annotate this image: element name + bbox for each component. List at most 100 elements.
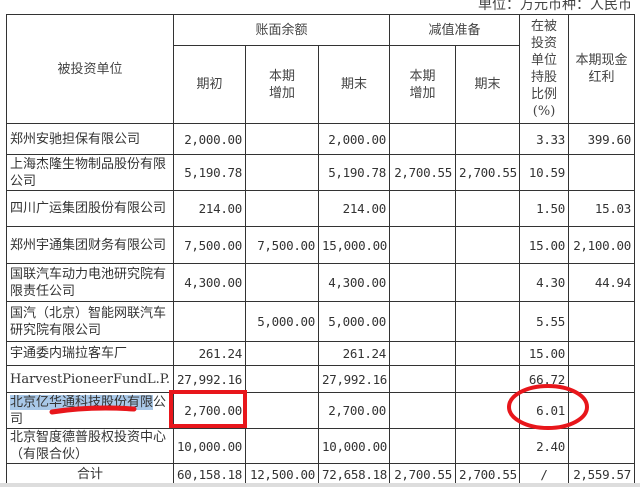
cell-increase: 5,000.00 (245, 301, 319, 342)
total-imp-closing: 2,700.55 (454, 463, 521, 486)
cell-opening: 7,500.00 (173, 226, 246, 264)
cell-closing: 10,000.00 (318, 428, 390, 464)
cell-imp-increase (389, 226, 456, 264)
cell-ratio: 3.33 (519, 123, 570, 155)
investee-name: 国汽（北京）智能网联汽车研究院有限公司 (6, 301, 174, 342)
cell-ratio: 2.40 (519, 428, 570, 464)
cell-ratio: 4.30 (519, 263, 570, 302)
cell-closing: 5,000.00 (318, 301, 390, 342)
cell-imp-increase (389, 392, 456, 429)
table-row: 四川广运集团股份有限公司 214.00 214.00 1.50 15.03 (6, 190, 636, 227)
investee-name: 四川广运集团股份有限公司 (6, 190, 174, 227)
cell-dividend (568, 392, 636, 429)
table-row: 北京智度德普股权投资中心（有限合伙） 10,000.00 10,000.00 2.40 (6, 428, 636, 464)
table-row: 国联汽车动力电池研究院有限责任公司 4,300.00 4,300.00 4.30 44.… (6, 263, 636, 302)
cell-opening: 5,190.78 (173, 154, 246, 191)
cell-increase (245, 123, 319, 155)
cell-imp-increase (389, 301, 456, 342)
name-rest: 公司 (10, 394, 167, 427)
total-dividend: 2,559.57 (568, 463, 636, 486)
investee-name: 北京智度德普股权投资中心（有限合伙） (6, 428, 174, 464)
header-book-balance: 账面余额 (173, 14, 390, 46)
cell-closing: 2,000.00 (318, 123, 390, 155)
table-row: HarvestPioneerFundL.P. 27,992.16 27,992.16… (6, 365, 636, 393)
cell-opening: 27,992.16 (173, 365, 246, 393)
cell-increase (245, 392, 319, 429)
investee-name: 郑州宇通集团财务有限公司 (6, 226, 174, 264)
cell-opening: 261.24 (173, 341, 246, 366)
header-closing: 期末 (318, 45, 390, 124)
cell-dividend: 399.60 (568, 123, 636, 155)
unit-note: 单位：万元币种：人民币 (478, 0, 632, 13)
cell-increase (245, 428, 319, 464)
investee-name: 宇通委内瑞拉客车厂 (6, 341, 174, 366)
cell-opening: 10,000.00 (173, 428, 246, 464)
cell-increase: 7,500.00 (245, 226, 319, 264)
cell-closing: 5,190.78 (318, 154, 390, 191)
header-impairment: 减值准备 (388, 14, 521, 46)
investment-table: 被投资单位 账面余额 减值准备 在被投资单位持股比例(%) 本期现金红利 期初 … (6, 14, 636, 486)
cell-increase (245, 365, 319, 393)
cell-closing: 27,992.16 (318, 365, 390, 393)
cell-dividend: 15.03 (568, 190, 636, 227)
cell-dividend (568, 301, 636, 342)
investee-name: HarvestPioneerFundL.P. (6, 365, 174, 393)
cell-imp-increase (389, 428, 456, 464)
investee-name: 北京亿华通科技股份有限公司 (6, 392, 174, 429)
investee-name: 国联汽车动力电池研究院有限责任公司 (6, 263, 174, 302)
cell-dividend (568, 365, 636, 393)
cell-closing: 4,300.00 (318, 263, 390, 302)
header-share-ratio: 在被投资单位持股比例(%) (519, 14, 570, 124)
cell-imp-closing: 2,700.55 (454, 154, 521, 191)
cell-ratio: 6.01 (519, 392, 570, 429)
investee-name: 郑州安驰担保有限公司 (6, 123, 174, 155)
cell-ratio: 5.55 (519, 301, 570, 342)
cell-increase (245, 341, 319, 366)
cell-closing: 214.00 (318, 190, 390, 227)
cell-imp-closing (454, 341, 521, 366)
total-opening: 60,158.18 (173, 463, 246, 486)
cell-imp-increase (389, 365, 456, 393)
cell-opening (173, 301, 246, 342)
table-row: 宇通委内瑞拉客车厂 261.24 261.24 15.00 (6, 341, 636, 366)
cell-imp-closing (454, 263, 521, 302)
cell-ratio: 15.00 (519, 341, 570, 366)
header-imp-closing: 期末 (454, 45, 521, 124)
cell-imp-closing (454, 301, 521, 342)
cell-increase (245, 154, 319, 191)
cell-ratio: 1.50 (519, 190, 570, 227)
header-investee: 被投资单位 (6, 14, 174, 124)
cell-imp-closing (454, 226, 521, 264)
cell-ratio: 10.59 (519, 154, 570, 191)
cell-dividend (568, 341, 636, 366)
cell-increase (245, 190, 319, 227)
table-row: 郑州安驰担保有限公司 2,000.00 2,000.00 3.33 399.60 (6, 123, 636, 155)
cell-imp-closing (454, 428, 521, 464)
cell-imp-increase: 2,700.55 (389, 154, 456, 191)
highlighted-name: 北京亿华通科技股份有限 (10, 394, 154, 410)
cell-dividend (568, 154, 636, 191)
cell-ratio: 66.72 (519, 365, 570, 393)
cell-imp-increase (389, 341, 456, 366)
cell-imp-increase (389, 123, 456, 155)
header-imp-increase: 本期增加 (389, 45, 456, 124)
cell-imp-increase (389, 190, 456, 227)
cell-opening: 2,000.00 (173, 123, 246, 155)
cell-imp-closing (454, 392, 521, 429)
investee-name: 上海杰隆生物制品股份有限公司 (6, 154, 174, 191)
table-row: 国汽（北京）智能网联汽车研究院有限公司 5,000.00 5,000.00 5.55 (6, 301, 636, 342)
cell-opening: 214.00 (173, 190, 246, 227)
cell-imp-closing (454, 123, 521, 155)
bottom-bar (0, 483, 640, 487)
cell-imp-increase (389, 263, 456, 302)
cell-increase (245, 263, 319, 302)
cell-opening: 4,300.00 (173, 263, 246, 302)
cell-closing: 15,000.00 (318, 226, 390, 264)
cell-imp-closing (454, 365, 521, 393)
cell-closing: 261.24 (318, 341, 390, 366)
cell-ratio: 15.00 (519, 226, 570, 264)
table-row: 郑州宇通集团财务有限公司 7,500.00 7,500.00 15,000.00 15.… (6, 226, 636, 264)
cell-opening: 2,700.00 (173, 392, 246, 429)
table-row: 北京亿华通科技股份有限公司 2,700.00 2,700.00 6.01 (6, 392, 636, 429)
cell-dividend (568, 428, 636, 464)
